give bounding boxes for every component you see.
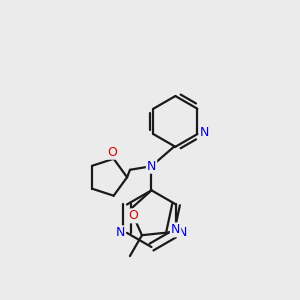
Text: N: N	[200, 126, 209, 139]
Text: N: N	[171, 224, 180, 236]
Text: N: N	[116, 226, 125, 239]
Text: N: N	[178, 226, 187, 239]
Text: O: O	[128, 209, 138, 222]
Text: N: N	[147, 160, 156, 173]
Text: O: O	[107, 146, 117, 159]
